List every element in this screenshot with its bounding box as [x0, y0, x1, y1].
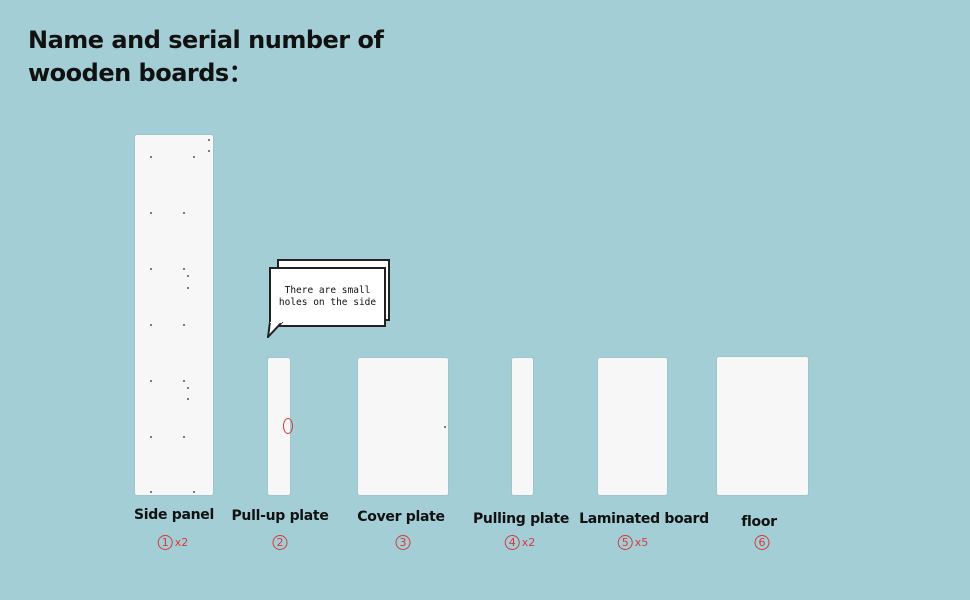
- callout-text-line-1: There are small: [284, 285, 371, 296]
- board-label-pulling-plate: Pulling plate: [472, 511, 570, 527]
- board-label-floor: floor: [741, 514, 777, 530]
- laminated-board: [598, 358, 667, 495]
- serial-number-6: 6: [754, 535, 770, 550]
- board-label-side-panel: Side panel: [133, 507, 215, 523]
- quantity-side-panel: x2: [174, 536, 189, 549]
- quantity-laminated-board: x5: [634, 536, 649, 549]
- serial-number-4: 4: [504, 535, 520, 550]
- serial-side-panel: 1 x2: [157, 535, 189, 550]
- serial-number-3: 3: [395, 535, 411, 550]
- title-line-2: wooden boards：: [28, 59, 253, 87]
- callout-text-line-2: holes on the side: [278, 297, 377, 308]
- serial-floor: 6: [754, 535, 770, 550]
- quantity-pulling-plate: x2: [521, 536, 536, 549]
- side-panel-board: [135, 135, 213, 495]
- serial-number-5: 5: [617, 535, 633, 550]
- pulling-plate-board: [512, 358, 533, 495]
- floor-board: [717, 357, 808, 495]
- serial-cover-plate: 3: [395, 535, 411, 550]
- title-line-1: Name and serial number of: [28, 26, 384, 54]
- serial-number-1: 1: [157, 535, 173, 550]
- cover-plate-board: [358, 358, 448, 495]
- callout-bubble: There are small holes on the side: [269, 267, 386, 327]
- board-label-laminated-board: Laminated board: [579, 511, 709, 527]
- hole-highlight-marker: [283, 418, 293, 434]
- page-title: Name and serial number of wooden boards：: [28, 24, 384, 90]
- serial-pull-up-plate: 2: [272, 535, 288, 550]
- serial-number-2: 2: [272, 535, 288, 550]
- callout-tail: [266, 322, 284, 338]
- pull-up-plate-board: [268, 358, 290, 495]
- board-label-pull-up-plate: Pull-up plate: [231, 508, 329, 524]
- board-label-cover-plate: Cover plate: [357, 509, 445, 525]
- serial-laminated-board: 5 x5: [617, 535, 649, 550]
- serial-pulling-plate: 4 x2: [504, 535, 536, 550]
